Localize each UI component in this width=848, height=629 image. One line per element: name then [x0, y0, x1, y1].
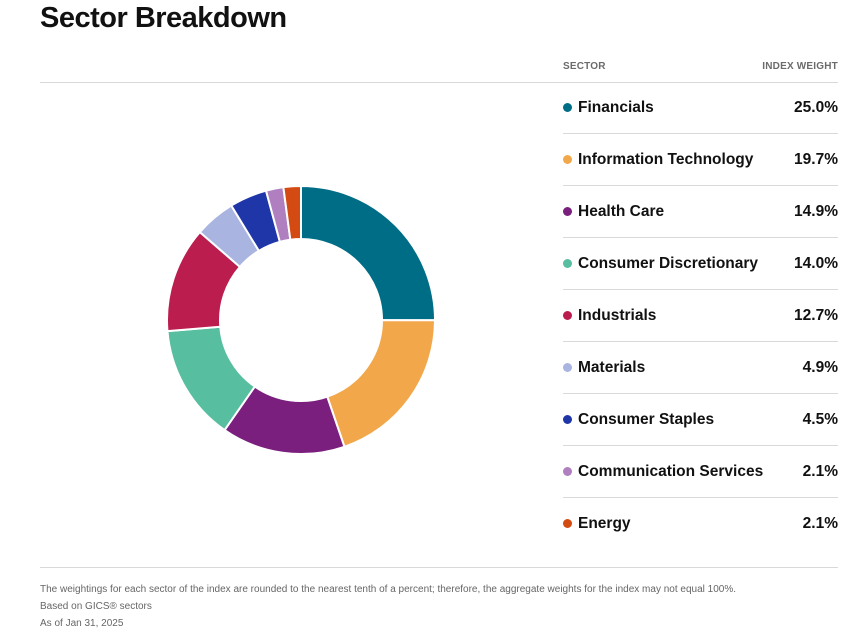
sector-name: Energy	[578, 514, 631, 532]
sector-weight: 4.5%	[802, 410, 838, 428]
legend-dot	[563, 259, 572, 268]
sector-weight: 2.1%	[802, 462, 838, 480]
header-divider	[40, 82, 838, 83]
sector-row-label-group: Industrials	[563, 307, 656, 325]
sector-table-header: SECTOR INDEX WEIGHT	[563, 50, 838, 82]
weight-column-header: INDEX WEIGHT	[762, 60, 838, 72]
sector-weight: 19.7%	[794, 150, 838, 168]
sector-table: SECTOR INDEX WEIGHT Financials 25.0% Infor…	[563, 50, 838, 549]
donut-slice-energy	[282, 184, 302, 241]
footer-divider	[40, 567, 838, 568]
sector-row-label-group: Materials	[563, 359, 645, 377]
sector-name: Information Technology	[578, 150, 754, 168]
legend-dot	[563, 311, 572, 320]
sector-name: Health Care	[578, 202, 665, 220]
sector-row-label-group: Information Technology	[563, 151, 753, 169]
sector-name: Industrials	[578, 306, 657, 324]
sector-row-label-group: Health Care	[563, 203, 664, 221]
sector-weight: 4.9%	[802, 358, 838, 376]
sector-name: Consumer Staples	[578, 410, 715, 428]
legend-dot	[563, 103, 572, 112]
legend-dot	[563, 363, 572, 372]
footnote-rounding: The weightings for each sector of the in…	[40, 584, 736, 595]
sector-row-label-group: Communication Services	[563, 463, 763, 481]
legend-dot	[563, 467, 572, 476]
sector-row-consumer-discretionary: Consumer Discretionary 14.0%	[563, 238, 838, 290]
sector-row-label-group: Consumer Staples	[563, 411, 714, 429]
sector-weight: 12.7%	[794, 306, 838, 324]
legend-dot	[563, 519, 572, 528]
sector-row-communication-services: Communication Services 2.1%	[563, 446, 838, 498]
donut-chart-container	[40, 83, 544, 563]
sector-row-information-technology: Information Technology 19.7%	[563, 134, 838, 186]
sector-column-header: SECTOR	[563, 60, 606, 72]
sector-row-materials: Materials 4.9%	[563, 342, 838, 394]
donut-slice-financials	[300, 184, 437, 322]
donut-chart	[166, 184, 437, 455]
sector-row-consumer-staples: Consumer Staples 4.5%	[563, 394, 838, 446]
sector-table-body: Financials 25.0% Information Technology 19.…	[563, 82, 838, 549]
donut-slice-information-technology	[325, 319, 437, 449]
sector-row-label-group: Financials	[563, 99, 654, 117]
sector-row-health-care: Health Care 14.9%	[563, 186, 838, 238]
sector-weight: 25.0%	[794, 98, 838, 116]
sector-row-label-group: Consumer Discretionary	[563, 255, 758, 273]
sector-weight: 14.0%	[794, 254, 838, 272]
page-title: Sector Breakdown	[40, 2, 287, 34]
sector-name: Materials	[578, 358, 646, 376]
sector-name: Financials	[578, 98, 654, 116]
sector-row-industrials: Industrials 12.7%	[563, 290, 838, 342]
legend-dot	[563, 155, 572, 164]
sector-weight: 2.1%	[802, 514, 838, 532]
sector-row-energy: Energy 2.1%	[563, 498, 838, 549]
sector-weight: 14.9%	[794, 202, 838, 220]
legend-dot	[563, 207, 572, 216]
sector-row-financials: Financials 25.0%	[563, 82, 838, 134]
sector-name: Consumer Discretionary	[578, 254, 759, 272]
footnote-date: As of Jan 31, 2025	[40, 618, 124, 629]
sector-name: Communication Services	[578, 462, 764, 480]
sector-row-label-group: Energy	[563, 515, 631, 533]
footnote-gics: Based on GICS® sectors	[40, 601, 152, 612]
legend-dot	[563, 415, 572, 424]
